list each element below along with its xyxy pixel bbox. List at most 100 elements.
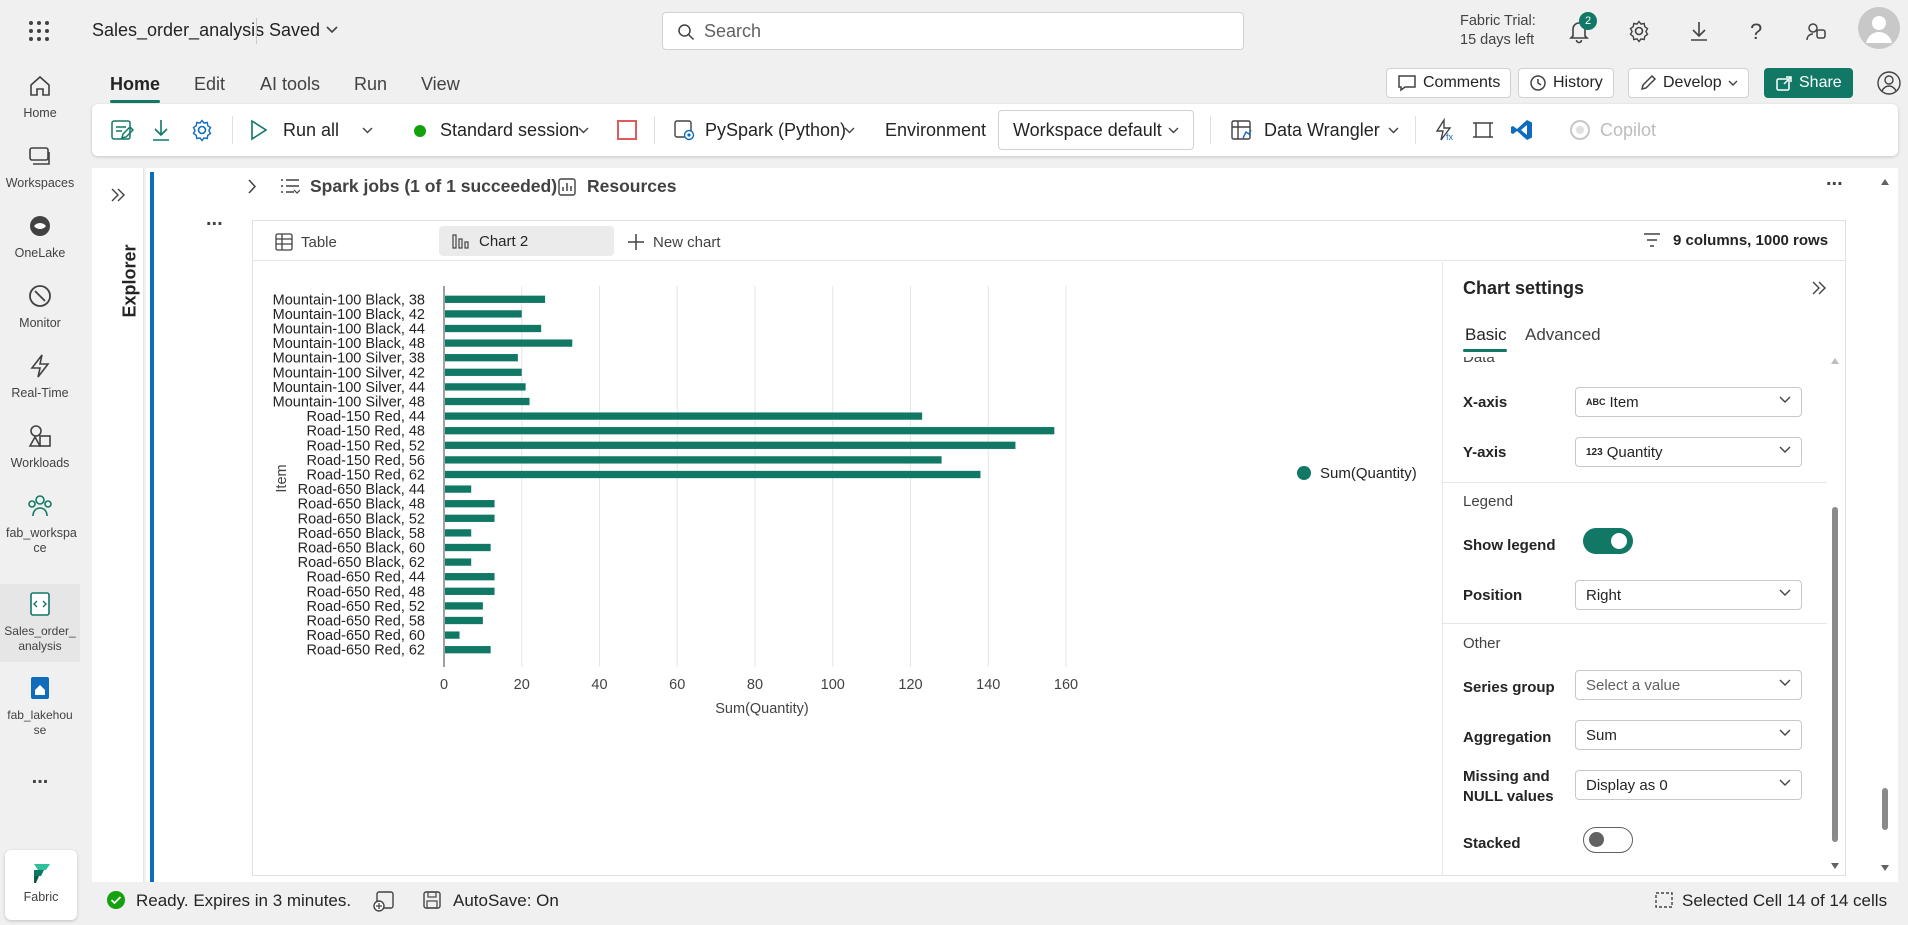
cell-more-button[interactable]: ... [1826,168,1843,190]
settings-scrollbar[interactable] [1829,357,1841,876]
help-icon[interactable]: ? [1750,19,1763,44]
scroll-down-arrow-icon[interactable] [1830,862,1840,870]
app-launcher-icon[interactable] [28,20,50,42]
rail-real-time[interactable]: Real-Time [0,352,80,401]
explorer-label[interactable]: Explorer [119,244,140,318]
frame-icon[interactable] [1472,119,1494,141]
output-more-button[interactable]: ... [206,208,223,230]
collaborator-icon[interactable] [1876,70,1902,96]
scroll-up-arrow-icon[interactable] [1880,178,1890,186]
series-group-dropdown[interactable]: Select a value [1575,670,1802,700]
vscode-icon[interactable] [1510,118,1534,142]
history-button[interactable]: History [1518,68,1614,98]
toolbar-divider [1210,116,1211,144]
trial-status[interactable]: Fabric Trial: 15 days left [1460,12,1536,50]
bar [445,324,542,333]
copilot-icon[interactable] [1568,118,1592,142]
lightning-icon [26,352,54,380]
left-rail: Home Workspaces OneLake Monitor Real-Tim… [0,62,80,925]
show-legend-toggle[interactable] [1583,528,1633,554]
download-icon[interactable] [150,118,172,142]
section-divider [1443,482,1827,483]
stop-icon[interactable] [617,120,637,140]
search-input[interactable]: Search [704,21,762,41]
save-state[interactable]: Saved [269,20,321,40]
series-group-placeholder: Select a value [1586,676,1681,694]
stacked-toggle[interactable] [1583,827,1633,853]
legend-position-dropdown[interactable]: Right [1575,580,1802,610]
chart-settings-title: Chart settings [1463,278,1585,298]
rail-workloads[interactable]: Workloads [0,422,80,471]
new-chart-button[interactable]: New chart [627,229,721,255]
session-selector[interactable]: Standard session [440,120,580,140]
play-icon[interactable] [250,119,268,141]
collapse-settings-icon[interactable] [1811,281,1827,295]
language-chevron-icon[interactable] [844,127,855,134]
rail-more-button[interactable]: ... [31,766,49,788]
tab-table[interactable]: Table [275,229,337,255]
rail-onelake[interactable]: OneLake [0,212,80,261]
expand-explorer-icon[interactable] [110,188,126,202]
settings-tab-basic[interactable]: Basic [1465,325,1507,344]
gear-icon[interactable] [1627,19,1651,43]
environment-selector[interactable]: Workspace default [998,110,1194,150]
run-all-button[interactable]: Run all [283,120,340,140]
tab-ai-tools[interactable]: AI tools [260,74,321,94]
session-chevron-icon[interactable] [578,127,589,134]
selection-icon [1654,891,1674,909]
edit-settings-icon[interactable] [110,118,134,142]
autosave-status[interactable]: AutoSave: On [453,891,559,910]
rail-home[interactable]: Home [0,72,80,121]
share-feedback-icon[interactable] [1805,20,1827,42]
rail-fab-workspace-label: fab_workspa ce [6,526,77,555]
pyspark-icon[interactable] [672,118,696,142]
notebook-name[interactable]: Sales_order_analysis [92,20,265,40]
search-box[interactable]: Search [662,12,1244,50]
share-button[interactable]: Share [1764,68,1853,98]
spark-jobs-label[interactable]: Spark jobs (1 of 1 succeeded) [310,176,558,196]
settings-scroll-area: Data X-axis ABC Item Y-axis 123 Quantity… [1443,357,1827,876]
settings-gear-icon[interactable] [190,118,214,142]
tab-run[interactable]: Run [354,74,388,94]
y-tick-label: Road-650 Black, 58 [298,526,425,542]
bar [445,310,522,318]
chevron-down-icon[interactable] [326,26,338,34]
missing-values-dropdown[interactable]: Display as 0 [1575,770,1802,800]
data-wrangler-icon[interactable] [1230,118,1254,142]
spark-jobs-row[interactable]: Spark jobs (1 of 1 succeeded) Resources [246,172,1846,202]
y-axis-dropdown[interactable]: 123 Quantity [1575,437,1802,467]
run-all-chevron-icon[interactable] [362,127,373,134]
rail-sales-order-analysis[interactable]: Sales_order_ analysis [0,584,80,662]
rail-fab-lakehouse[interactable]: fab_lakehou se [0,674,80,738]
data-wrangler-chevron-icon[interactable] [1388,127,1399,134]
scrollbar-thumb[interactable] [1832,507,1838,842]
ai-function-icon[interactable]: fx [1432,118,1456,142]
rail-fab-workspace[interactable]: fab_workspa ce [0,492,80,556]
tab-chart-2[interactable]: Chart 2 [439,226,614,256]
fabric-brand[interactable]: Fabric [5,850,77,920]
rail-monitor[interactable]: Monitor [0,282,80,331]
filter-icon[interactable] [1643,233,1661,247]
aggregation-dropdown[interactable]: Sum [1575,720,1802,750]
tab-view[interactable]: View [421,74,460,94]
language-selector[interactable]: PySpark (Python) [705,120,847,140]
scroll-up-arrow-icon[interactable] [1830,357,1840,365]
settings-tab-advanced[interactable]: Advanced [1525,325,1601,344]
tab-edit[interactable]: Edit [194,74,226,94]
tab-home[interactable]: Home [110,74,161,94]
notebook-scrollbar[interactable] [1878,176,1892,880]
avatar[interactable] [1858,7,1900,49]
data-wrangler-button[interactable]: Data Wrangler [1264,120,1380,140]
x-axis-dropdown[interactable]: ABC Item [1575,387,1802,417]
chevron-right-icon[interactable] [248,179,257,194]
download-icon[interactable] [1688,20,1710,42]
missing-values-label-line2: NULL values [1463,788,1554,805]
copilot-button[interactable]: Copilot [1600,120,1657,140]
resources-label[interactable]: Resources [587,176,677,196]
add-cell-icon[interactable] [373,890,395,912]
comments-button[interactable]: Comments [1386,68,1512,98]
rail-workspaces[interactable]: Workspaces [0,142,80,191]
scroll-down-arrow-icon[interactable] [1880,864,1890,872]
develop-button[interactable]: Develop [1628,68,1749,98]
scrollbar-thumb[interactable] [1882,788,1888,830]
